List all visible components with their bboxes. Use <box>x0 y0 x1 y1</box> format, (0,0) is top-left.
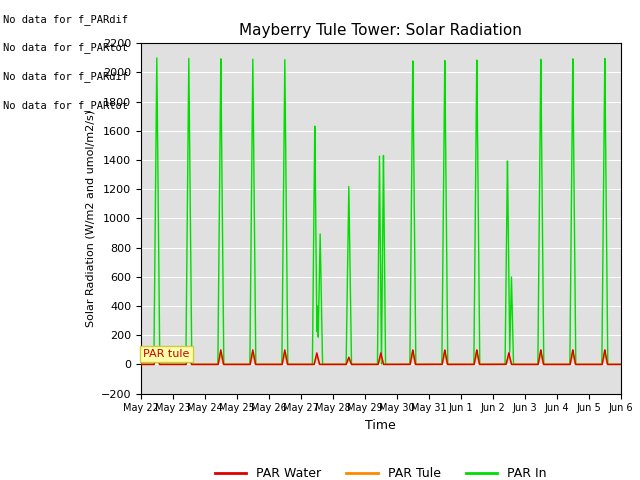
Text: PAR tule: PAR tule <box>143 349 190 359</box>
Text: No data for f_PARtot: No data for f_PARtot <box>3 42 128 53</box>
Text: No data for f_PARdif: No data for f_PARdif <box>3 13 128 24</box>
Text: No data for f_PARtot: No data for f_PARtot <box>3 100 128 111</box>
Title: Mayberry Tule Tower: Solar Radiation: Mayberry Tule Tower: Solar Radiation <box>239 23 522 38</box>
X-axis label: Time: Time <box>365 419 396 432</box>
Legend: PAR Water, PAR Tule, PAR In: PAR Water, PAR Tule, PAR In <box>210 462 552 480</box>
Text: No data for f_PARdif: No data for f_PARdif <box>3 71 128 82</box>
Y-axis label: Solar Radiation (W/m2 and umol/m2/s): Solar Radiation (W/m2 and umol/m2/s) <box>85 110 95 327</box>
